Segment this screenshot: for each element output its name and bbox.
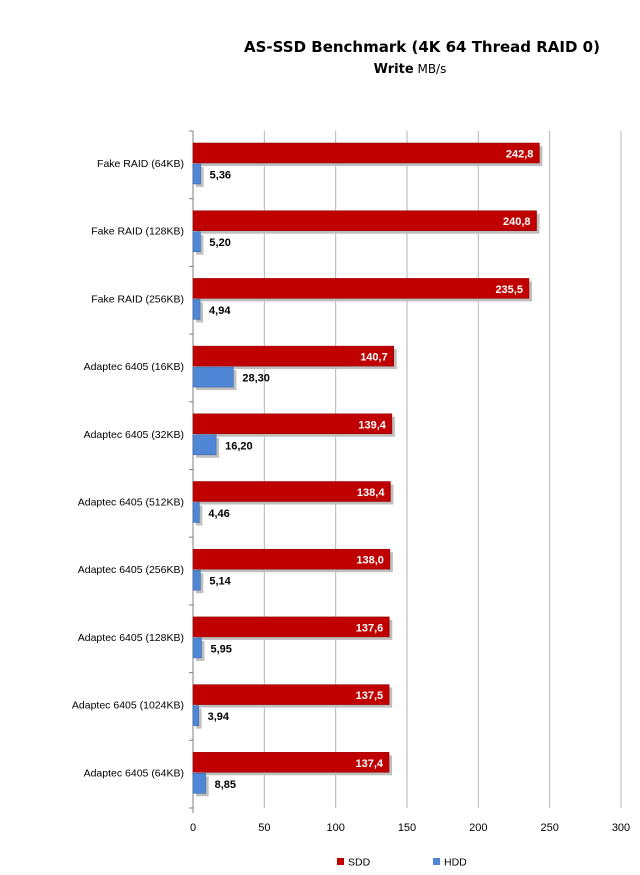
- legend-label: HDD: [444, 857, 467, 869]
- chart-title: AS-SSD Benchmark (4K 64 Thread RAID 0): [244, 38, 600, 56]
- hdd-value-label: 5,95: [210, 643, 231, 655]
- sdd-bar: [192, 684, 390, 705]
- hdd-bar: [192, 366, 234, 388]
- category-label: Fake RAID (64KB): [97, 158, 184, 170]
- legend: SDD HDD: [337, 857, 467, 869]
- chart-subtitle: Write MB/s: [374, 62, 447, 77]
- x-tick-label: 100: [326, 822, 344, 834]
- sdd-bar: [192, 413, 393, 435]
- category-label: Fake RAID (128KB): [91, 226, 184, 238]
- hdd-value-label: 5,36: [210, 170, 231, 182]
- plot-area: 0 50 100 150 200 250 300 Fake RAID (64KB) 242,8 5…: [72, 130, 630, 834]
- sdd-bar: [192, 210, 537, 231]
- hdd-value-label: 4,94: [209, 305, 231, 317]
- legend-label: SDD: [348, 857, 371, 869]
- x-tick-label: 150: [398, 822, 416, 834]
- hdd-bar: [192, 163, 201, 185]
- sdd-value-label: 138,4: [357, 487, 385, 499]
- sdd-value-label: 137,6: [356, 622, 384, 634]
- hdd-value-label: 4,46: [208, 508, 229, 520]
- x-tick-label: 300: [612, 822, 630, 834]
- sdd-value-label: 235,5: [495, 284, 523, 296]
- category-label: Adaptec 6405 (16KB): [84, 361, 184, 373]
- hdd-value-label: 5,20: [209, 237, 230, 249]
- sdd-value-label: 140,7: [360, 352, 388, 364]
- sdd-value-label: 137,4: [355, 758, 383, 770]
- hdd-value-label: 5,14: [209, 576, 231, 588]
- category-label: Adaptec 6405 (128KB): [78, 632, 184, 644]
- sdd-value-label: 240,8: [503, 216, 531, 228]
- x-tick-label: 0: [190, 822, 196, 834]
- hdd-value-label: 16,20: [225, 440, 253, 452]
- sdd-bar: [192, 616, 390, 638]
- hdd-bar: [192, 637, 202, 659]
- chart-subtitle-bold: Write: [374, 62, 414, 77]
- hdd-bar: [192, 231, 201, 252]
- sdd-bar: [192, 278, 530, 299]
- category-label: Adaptec 6405 (256KB): [78, 564, 184, 576]
- category-label: Adaptec 6405 (512KB): [78, 497, 184, 509]
- sdd-bar: [192, 548, 391, 570]
- sdd-value-label: 242,8: [506, 149, 534, 161]
- hdd-bar: [192, 773, 206, 794]
- legend-swatch: [337, 858, 344, 865]
- hdd-bar: [192, 569, 201, 591]
- hdd-bar: [192, 502, 200, 523]
- hdd-bar: [192, 434, 217, 456]
- x-tick-label: 50: [258, 822, 270, 834]
- sdd-bar: [192, 345, 394, 367]
- category-label: Adaptec 6405 (64KB): [84, 767, 184, 779]
- sdd-value-label: 139,4: [358, 419, 386, 431]
- sdd-bar: [192, 481, 391, 502]
- category-label: Adaptec 6405 (1024KB): [72, 700, 184, 712]
- x-tick-label: 250: [540, 822, 558, 834]
- category-label: Adaptec 6405 (32KB): [84, 429, 184, 441]
- x-tick-label: 200: [469, 822, 487, 834]
- chart-subtitle-unit: MB/s: [414, 62, 447, 76]
- hdd-bar: [192, 705, 199, 726]
- hdd-bar: [192, 299, 201, 320]
- legend-swatch: [433, 858, 440, 865]
- sdd-value-label: 138,0: [356, 555, 384, 567]
- sdd-value-label: 137,5: [356, 690, 384, 702]
- hdd-value-label: 8,85: [215, 779, 236, 791]
- sdd-bar: [192, 752, 390, 773]
- hdd-value-label: 28,30: [242, 373, 270, 385]
- hdd-value-label: 3,94: [208, 711, 230, 723]
- sdd-bar: [192, 142, 540, 164]
- category-label: Fake RAID (256KB): [91, 293, 184, 305]
